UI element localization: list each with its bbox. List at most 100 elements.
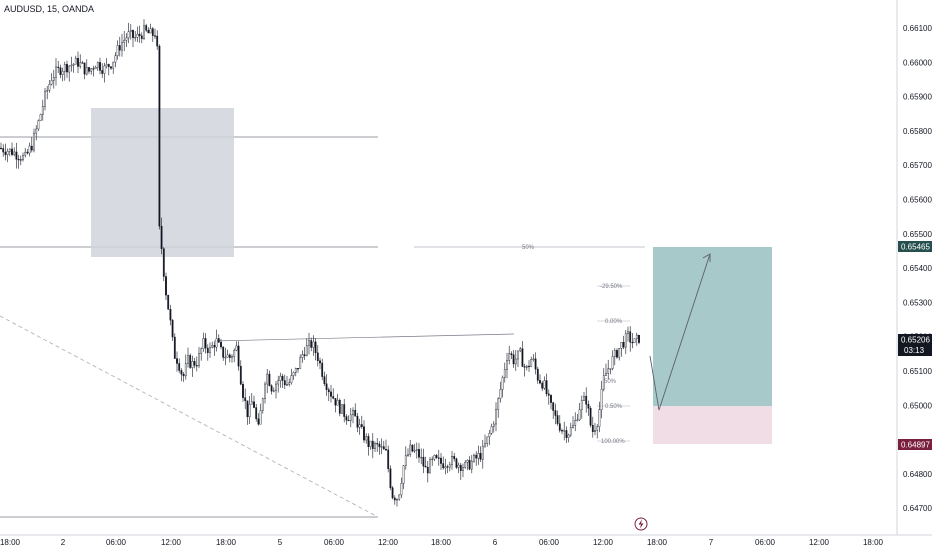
candle-body (107, 64, 110, 67)
dashed-trendline[interactable] (0, 315, 379, 518)
candle-body (420, 456, 423, 459)
candle-body (396, 499, 398, 501)
candle-body (462, 467, 464, 471)
candle-body (206, 347, 209, 353)
candle-body (424, 465, 427, 468)
svg-text:03:13: 03:13 (904, 346, 925, 355)
candle-body (486, 436, 489, 444)
candle-body (17, 159, 20, 161)
candle-body (46, 89, 49, 92)
lightning-bolt-icon[interactable] (634, 517, 648, 531)
candle-body (195, 365, 198, 367)
candle-body (81, 62, 84, 64)
candle-body (365, 436, 368, 441)
candle-body (156, 35, 159, 47)
svg-text:0.64897: 0.64897 (901, 441, 930, 450)
candle-body (50, 80, 53, 85)
candle-body (554, 410, 557, 416)
candle-body (178, 363, 181, 371)
candle-body (24, 151, 27, 156)
candle-body (70, 64, 73, 67)
candle-body (266, 373, 269, 385)
candle-body (55, 66, 57, 78)
price-tick-label: 0.65700 (903, 161, 932, 170)
candle-body (385, 448, 387, 451)
fib-levels[interactable]: -29.50% 0.00% 50% 0.50% 100.00% (597, 284, 630, 445)
time-tick-label: 18:00 (0, 538, 21, 547)
projection-arrowhead (702, 253, 711, 262)
price-tick-label: 0.65600 (903, 196, 932, 205)
candle-body (585, 395, 588, 405)
candlestick-series[interactable] (0, 19, 640, 507)
candle-body (376, 443, 379, 445)
supply-zone-box[interactable] (91, 108, 234, 257)
candle-body (68, 65, 71, 73)
candle-body (127, 31, 130, 39)
candle-body (565, 430, 568, 438)
candle-body (468, 459, 471, 470)
candle-body (543, 380, 546, 389)
candle-body (204, 338, 207, 349)
candle-body (440, 457, 442, 464)
time-axis[interactable]: 18:00 2 06:00 12:00 18:00 5 06:00 12:00 18:00 6 06… (0, 538, 884, 547)
time-tick-label: 06:00 (755, 538, 776, 547)
candle-body (616, 350, 618, 358)
candle-body (226, 354, 229, 358)
candle-body (345, 416, 348, 421)
candle-body (85, 67, 88, 75)
candle-body (363, 426, 365, 441)
candle-body (453, 456, 456, 460)
candle-body (633, 338, 636, 343)
candle-body (19, 159, 22, 161)
candle-body (222, 346, 225, 358)
candle-body (356, 415, 359, 428)
candle-body (334, 398, 337, 406)
candle-body (30, 145, 33, 151)
projection-arrow[interactable] (649, 253, 711, 411)
candle-body (268, 373, 271, 386)
candle-body (114, 55, 117, 63)
candle-body (484, 443, 486, 447)
candle-body (580, 400, 583, 410)
candle-body (283, 380, 286, 386)
candle-body (451, 456, 453, 466)
candle-body (503, 369, 506, 378)
candle-body (473, 454, 475, 462)
candle-body (211, 345, 214, 348)
candle-body (138, 33, 141, 37)
candle-body (400, 483, 403, 496)
price-tick-label: 0.65400 (903, 264, 932, 273)
candle-body (547, 393, 550, 396)
candle-body (578, 409, 581, 421)
candle-body (398, 494, 401, 500)
svg-text:0.65206: 0.65206 (901, 336, 930, 345)
candle-body (169, 309, 172, 321)
candle-body (341, 404, 343, 414)
candle-body (149, 28, 152, 34)
candle-body (409, 444, 412, 455)
candle-body (277, 380, 280, 385)
time-tick-label: 06:00 (106, 538, 127, 547)
candle-body (391, 487, 394, 499)
candle-body (310, 340, 313, 348)
candle-body (182, 374, 185, 377)
range-top-line[interactable] (213, 333, 515, 342)
stop-zone[interactable] (653, 406, 772, 444)
candle-body (613, 350, 616, 357)
candle-body (129, 29, 132, 32)
candle-body (180, 370, 183, 375)
profit-zone[interactable] (653, 247, 772, 406)
candle-body (517, 350, 519, 360)
candle-body (244, 397, 247, 401)
candle-body (541, 382, 544, 389)
candle-body (123, 40, 126, 43)
candle-body (191, 361, 194, 368)
candle-body (116, 45, 119, 56)
candle-body (297, 368, 299, 370)
candle-body (48, 84, 51, 91)
candle-body (437, 457, 440, 459)
candle-body (418, 449, 420, 458)
candle-body (583, 395, 585, 401)
candle-body (173, 336, 176, 359)
